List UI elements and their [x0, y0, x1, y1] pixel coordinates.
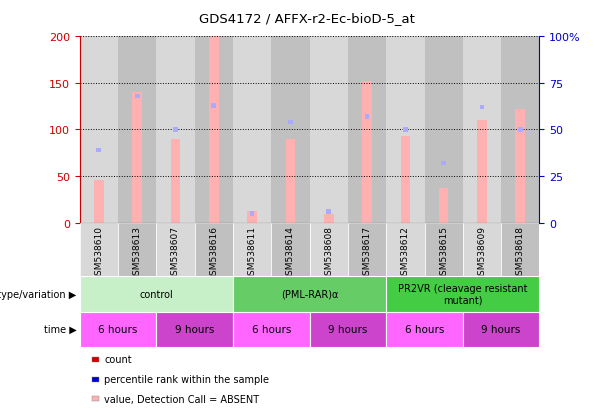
Bar: [310, 37, 348, 223]
Bar: [463, 312, 539, 347]
Text: percentile rank within the sample: percentile rank within the sample: [104, 374, 269, 384]
Bar: [247, 212, 257, 223]
Text: GSM538613: GSM538613: [132, 225, 142, 280]
Text: GSM538612: GSM538612: [401, 225, 410, 280]
Text: GDS4172 / AFFX-r2-Ec-bioD-5_at: GDS4172 / AFFX-r2-Ec-bioD-5_at: [199, 12, 414, 25]
Text: 6 hours: 6 hours: [98, 324, 138, 335]
Text: genotype/variation ▶: genotype/variation ▶: [0, 289, 77, 299]
Text: 9 hours: 9 hours: [175, 324, 215, 335]
Bar: [271, 37, 310, 223]
Text: GSM538614: GSM538614: [286, 225, 295, 280]
Bar: [348, 37, 386, 223]
Bar: [326, 209, 331, 214]
Bar: [310, 312, 386, 347]
Bar: [271, 223, 310, 277]
Text: count: count: [104, 354, 132, 364]
Text: control: control: [139, 289, 173, 299]
Text: 9 hours: 9 hours: [481, 324, 521, 335]
Bar: [173, 128, 178, 133]
Bar: [286, 140, 295, 223]
Text: GSM538616: GSM538616: [209, 225, 218, 280]
Bar: [348, 223, 386, 277]
Bar: [156, 223, 195, 277]
Bar: [501, 223, 539, 277]
Bar: [386, 277, 539, 312]
Bar: [249, 211, 254, 216]
Text: GSM538615: GSM538615: [439, 225, 448, 280]
Text: GSM538609: GSM538609: [478, 225, 487, 280]
Bar: [94, 180, 104, 223]
Bar: [80, 277, 233, 312]
Bar: [479, 105, 484, 110]
Bar: [233, 223, 271, 277]
Text: 6 hours: 6 hours: [251, 324, 291, 335]
Text: (PML-RAR)α: (PML-RAR)α: [281, 289, 338, 299]
Bar: [386, 223, 424, 277]
Text: GSM538617: GSM538617: [362, 225, 371, 280]
Bar: [403, 128, 408, 133]
Bar: [463, 223, 501, 277]
Text: value, Detection Call = ABSENT: value, Detection Call = ABSENT: [104, 394, 259, 404]
Text: 6 hours: 6 hours: [405, 324, 444, 335]
Bar: [209, 37, 219, 223]
Bar: [80, 223, 118, 277]
Bar: [424, 37, 463, 223]
Bar: [324, 215, 333, 223]
Text: GSM538607: GSM538607: [171, 225, 180, 280]
Bar: [400, 137, 410, 223]
Bar: [516, 110, 525, 223]
Text: GSM538608: GSM538608: [324, 225, 333, 280]
Bar: [477, 121, 487, 223]
Text: PR2VR (cleavage resistant
mutant): PR2VR (cleavage resistant mutant): [398, 283, 528, 305]
Bar: [439, 189, 449, 223]
Text: GSM538610: GSM538610: [94, 225, 104, 280]
Bar: [156, 312, 233, 347]
Bar: [170, 140, 180, 223]
Bar: [365, 115, 370, 119]
Bar: [501, 37, 539, 223]
Text: GSM538618: GSM538618: [516, 225, 525, 280]
Bar: [132, 93, 142, 223]
Bar: [211, 104, 216, 108]
Text: GSM538611: GSM538611: [248, 225, 257, 280]
Bar: [156, 37, 195, 223]
Bar: [288, 120, 293, 125]
Bar: [386, 312, 463, 347]
Bar: [233, 37, 271, 223]
Bar: [195, 223, 233, 277]
Bar: [424, 223, 463, 277]
Bar: [518, 128, 523, 133]
Bar: [80, 312, 156, 347]
Bar: [135, 94, 140, 99]
Text: 9 hours: 9 hours: [328, 324, 368, 335]
Bar: [310, 223, 348, 277]
Bar: [233, 277, 386, 312]
Bar: [233, 312, 310, 347]
Bar: [96, 148, 101, 153]
Bar: [195, 37, 233, 223]
Bar: [118, 37, 156, 223]
Bar: [118, 223, 156, 277]
Text: time ▶: time ▶: [44, 324, 77, 335]
Bar: [463, 37, 501, 223]
Bar: [441, 161, 446, 166]
Bar: [362, 82, 372, 223]
Bar: [386, 37, 424, 223]
Bar: [80, 37, 118, 223]
